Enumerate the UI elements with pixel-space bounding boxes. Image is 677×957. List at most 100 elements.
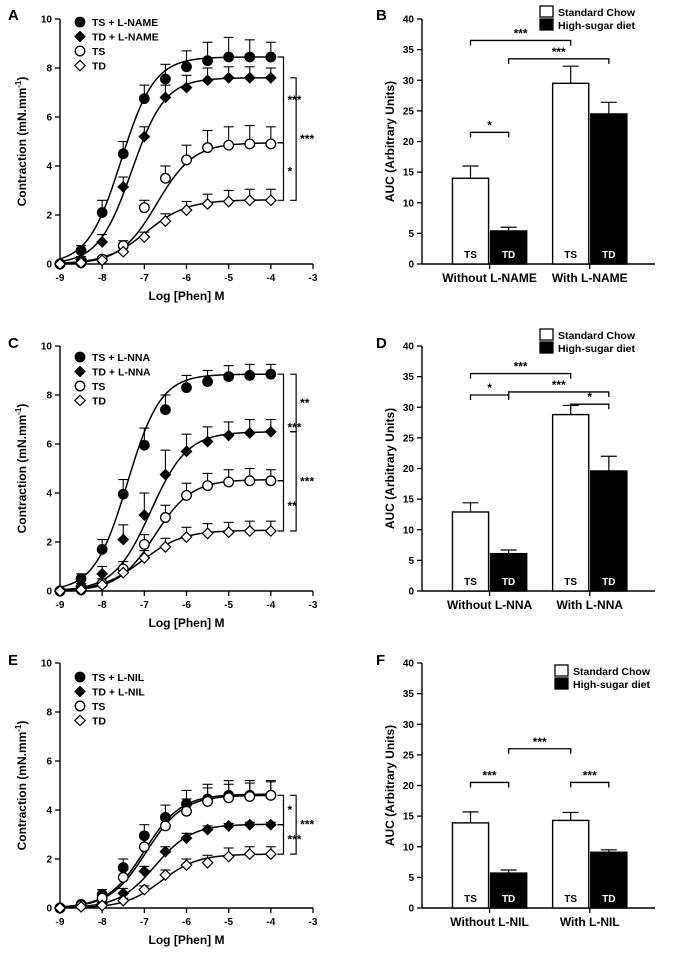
data-point (222, 71, 235, 84)
significance-bracket (469, 781, 510, 788)
legend-swatch (539, 341, 554, 354)
y-tick-label: 6 (46, 757, 52, 768)
y-tick-label: 20 (403, 781, 415, 792)
y-axis-label-text: Contraction (mN.mm (15, 732, 29, 851)
x-tick-label: -6 (182, 600, 191, 611)
bar (451, 822, 490, 909)
significance-label: *** (552, 45, 566, 59)
x-tick-label: -3 (309, 600, 318, 611)
data-point (180, 531, 193, 544)
y-axis-label-superscript: -1 (14, 724, 23, 732)
data-point (159, 468, 172, 481)
y-axis-label: AUC (Arbitrary Units) (383, 725, 397, 846)
significance-bracket (290, 794, 297, 855)
panel-B: B 0 5 10 15 20 25 30 35 40 AUC (Arbitrary Units) Wi… (376, 5, 655, 285)
significance-label: *** (287, 832, 301, 846)
y-axis-label-text: AUC (Arbitrary Units) (383, 81, 397, 202)
data-point (53, 584, 67, 598)
y-tick-label: 0 (408, 904, 414, 915)
y-tick-label: 0 (46, 587, 52, 598)
data-point (74, 365, 86, 378)
data-point (74, 671, 86, 683)
data-point (223, 51, 235, 63)
data-point (243, 524, 256, 538)
significance-label: *** (300, 818, 314, 832)
data-point (264, 425, 277, 438)
significance-label: *** (514, 360, 528, 374)
significance-label: * (587, 390, 592, 404)
y-tick-label: 6 (46, 113, 52, 124)
data-point (265, 789, 277, 801)
data-point (53, 257, 67, 271)
significance-bracket (507, 391, 610, 397)
x-tick-label: -5 (224, 273, 233, 284)
bar (451, 177, 490, 265)
category-label: Without L-NAME (442, 271, 537, 285)
y-tick-label: 2 (46, 211, 52, 222)
x-tick-label: -3 (309, 917, 318, 928)
x-tick-label: -6 (182, 917, 191, 928)
bar-label: TS (564, 577, 577, 588)
data-point (265, 368, 277, 380)
y-axis-label: Contraction (mN.mm-1) (14, 77, 29, 207)
y-tick-label: 15 (403, 495, 415, 506)
y-axis-label: AUC (Arbitrary Units) (383, 81, 397, 202)
fit-curve (59, 823, 271, 909)
bar (590, 851, 628, 909)
data-point (223, 371, 235, 383)
x-tick-label: -9 (56, 600, 65, 611)
data-point (181, 382, 192, 394)
data-point (117, 894, 130, 907)
data-point (265, 475, 277, 487)
legend-swatch (539, 328, 554, 341)
significance-label: *** (533, 735, 547, 749)
significance-bracket (277, 373, 285, 482)
significance-bracket (277, 794, 285, 826)
data-point (180, 81, 193, 94)
data-point (138, 841, 150, 853)
x-tick-label: -8 (98, 273, 107, 284)
data-point (160, 404, 171, 416)
data-point (159, 540, 172, 553)
y-tick-label: 4 (46, 806, 52, 817)
y-tick-label: 8 (46, 64, 52, 75)
data-point (96, 578, 109, 591)
x-axis-label: Log [Phen] M (149, 289, 225, 303)
legend-label: Standard Chow (558, 7, 636, 19)
y-tick-label: 35 (403, 689, 415, 700)
data-point (244, 138, 256, 150)
data-point (138, 883, 151, 896)
y-axis-label-text: AUC (Arbitrary Units) (383, 408, 397, 529)
significance-bracket (277, 142, 285, 201)
y-axis-label: AUC (Arbitrary Units) (383, 408, 397, 529)
legend-label: TD + L-NNA (92, 367, 151, 379)
data-point (201, 823, 214, 836)
panel-letter: C (8, 335, 19, 352)
bar-label: TD (602, 577, 615, 588)
data-point (117, 533, 130, 546)
y-axis-label: Contraction (mN.mm-1) (14, 721, 29, 851)
significance-bracket (290, 77, 297, 201)
legend-swatch (554, 677, 569, 690)
panel-D: D 0 5 10 15 20 25 30 35 40 AUC (Arbitrary Units) Wi… (376, 328, 655, 612)
y-tick-label: 0 (408, 587, 414, 598)
significance-label: *** (514, 26, 528, 40)
y-tick-label: 10 (41, 659, 53, 670)
significance-label: * (287, 165, 292, 179)
y-axis-label-text: Contraction (mN.mm (15, 415, 29, 534)
y-tick-label: 10 (403, 198, 415, 209)
data-point (243, 427, 256, 439)
y-tick-label: 5 (408, 229, 414, 240)
data-point (244, 791, 256, 802)
y-axis-label: Contraction (mN.mm-1) (14, 404, 29, 534)
y-tick-label: 6 (46, 440, 52, 451)
significance-bracket (507, 58, 610, 64)
bar-label: TS (464, 577, 477, 588)
significance-label: * (487, 118, 492, 132)
data-point (96, 254, 109, 267)
data-point (96, 207, 108, 218)
x-axis-label: Log [Phen] M (149, 933, 225, 947)
significance-bracket (277, 480, 285, 532)
bar-label: TS (564, 250, 577, 261)
data-point (74, 700, 86, 712)
